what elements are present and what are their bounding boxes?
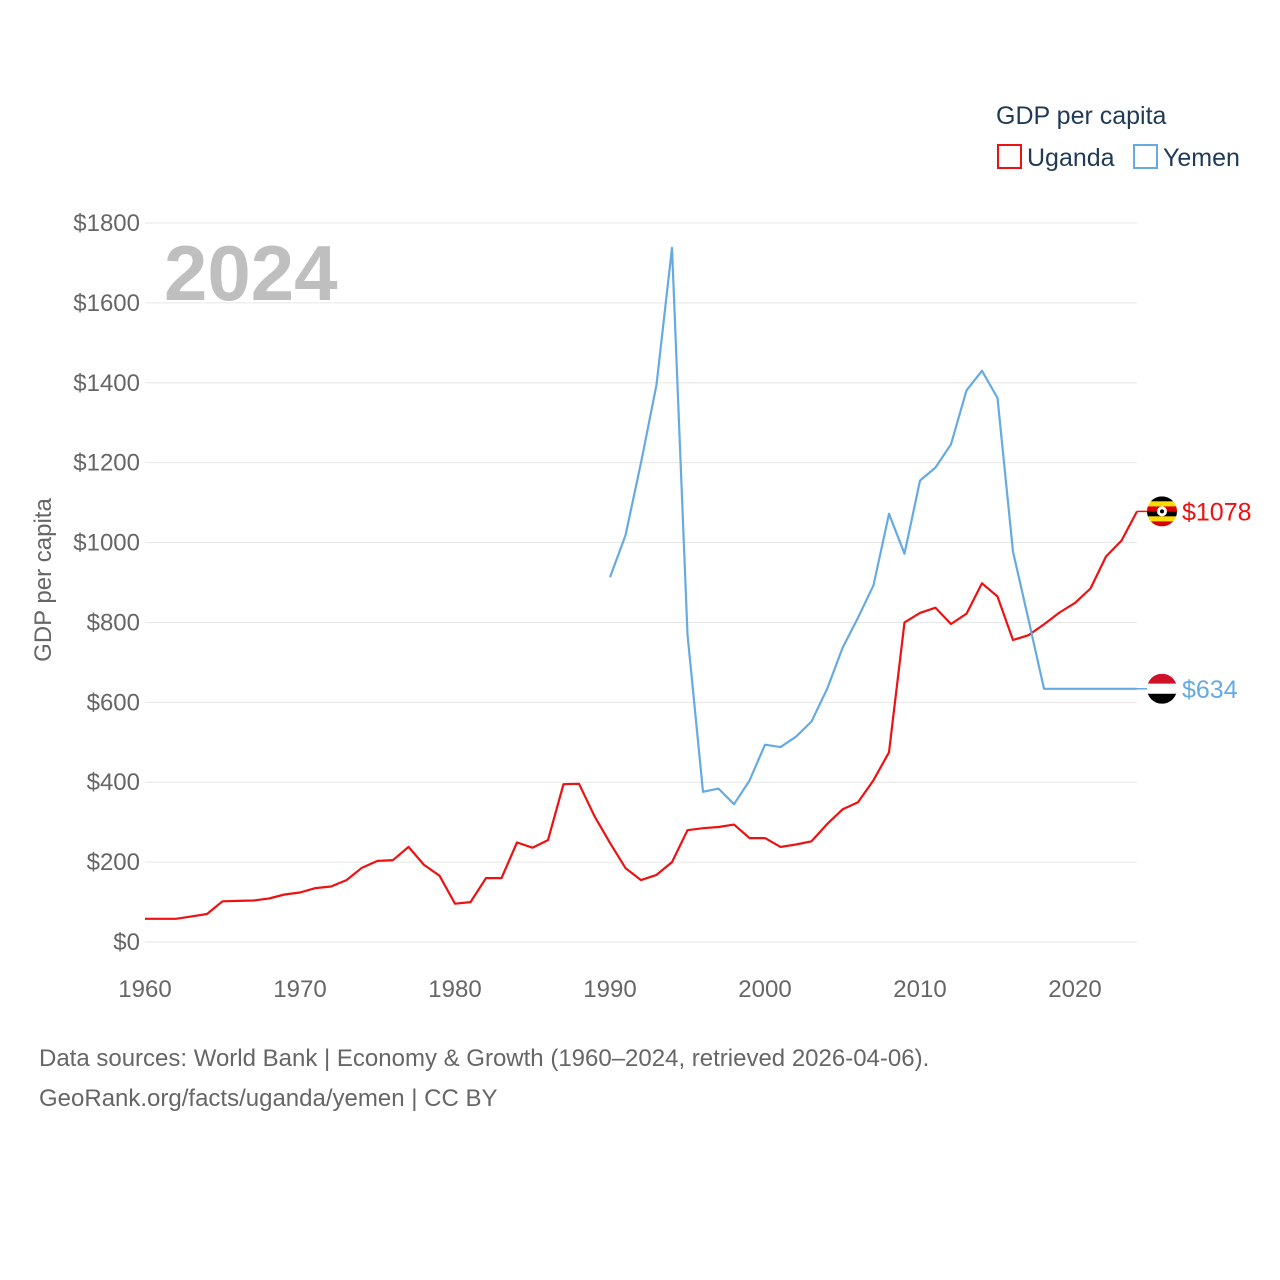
series-line-uganda (145, 510, 1138, 920)
legend-item-yemen[interactable]: Yemen (1133, 144, 1240, 172)
y-tick-label: $400 (87, 769, 140, 796)
x-tick-label: 1960 (118, 976, 171, 1003)
x-axis-ticks: 1960 1970 1980 1990 2000 2010 2020 (118, 976, 1101, 1003)
x-tick-label: 2020 (1048, 976, 1101, 1003)
y-tick-label: $0 (113, 929, 140, 956)
y-tick-label: $600 (87, 689, 140, 716)
legend-label-yemen: Yemen (1163, 144, 1240, 172)
legend-swatch-yemen (1133, 144, 1158, 169)
y-tick-label: $800 (87, 609, 140, 636)
x-tick-label: 2010 (893, 976, 946, 1003)
x-tick-label: 1970 (273, 976, 326, 1003)
end-marker-uganda: $1078 (1137, 496, 1252, 527)
yemen-flag-icon (1147, 673, 1177, 704)
y-tick-label: $1400 (73, 370, 140, 397)
series-lines (145, 246, 1138, 920)
grid-lines (145, 222, 1137, 943)
x-tick-label: 1990 (583, 976, 636, 1003)
y-tick-label: $1800 (73, 210, 140, 237)
footer-sources: Data sources: World Bank | Economy & Gro… (39, 1045, 930, 1072)
end-value-yemen: $634 (1182, 676, 1238, 704)
current-year-label: 2024 (164, 229, 338, 317)
series-line-yemen (608, 246, 1137, 806)
y-tick-label: $200 (87, 849, 140, 876)
footer-credit: GeoRank.org/facts/uganda/yemen | CC BY (39, 1085, 498, 1112)
uganda-flag-icon (1147, 496, 1177, 527)
legend-label-uganda: Uganda (1027, 144, 1115, 172)
legend: GDP per capita Uganda Yemen (996, 102, 1240, 172)
y-axis-label: GDP per capita (30, 498, 57, 662)
legend-item-uganda[interactable]: Uganda (997, 144, 1115, 172)
x-tick-label: 1980 (428, 976, 481, 1003)
end-marker-yemen: $634 (1137, 673, 1238, 704)
y-axis-ticks: $0 $200 $400 $600 $800 $1000 $1200 $1400 $1600 $1… (73, 210, 140, 956)
legend-title: GDP per capita (996, 102, 1167, 130)
y-tick-label: $1600 (73, 290, 140, 317)
y-tick-label: $1000 (73, 530, 140, 557)
y-tick-label: $1200 (73, 450, 140, 477)
end-value-uganda: $1078 (1182, 498, 1252, 526)
x-tick-label: 2000 (738, 976, 791, 1003)
legend-swatch-uganda (997, 144, 1022, 169)
